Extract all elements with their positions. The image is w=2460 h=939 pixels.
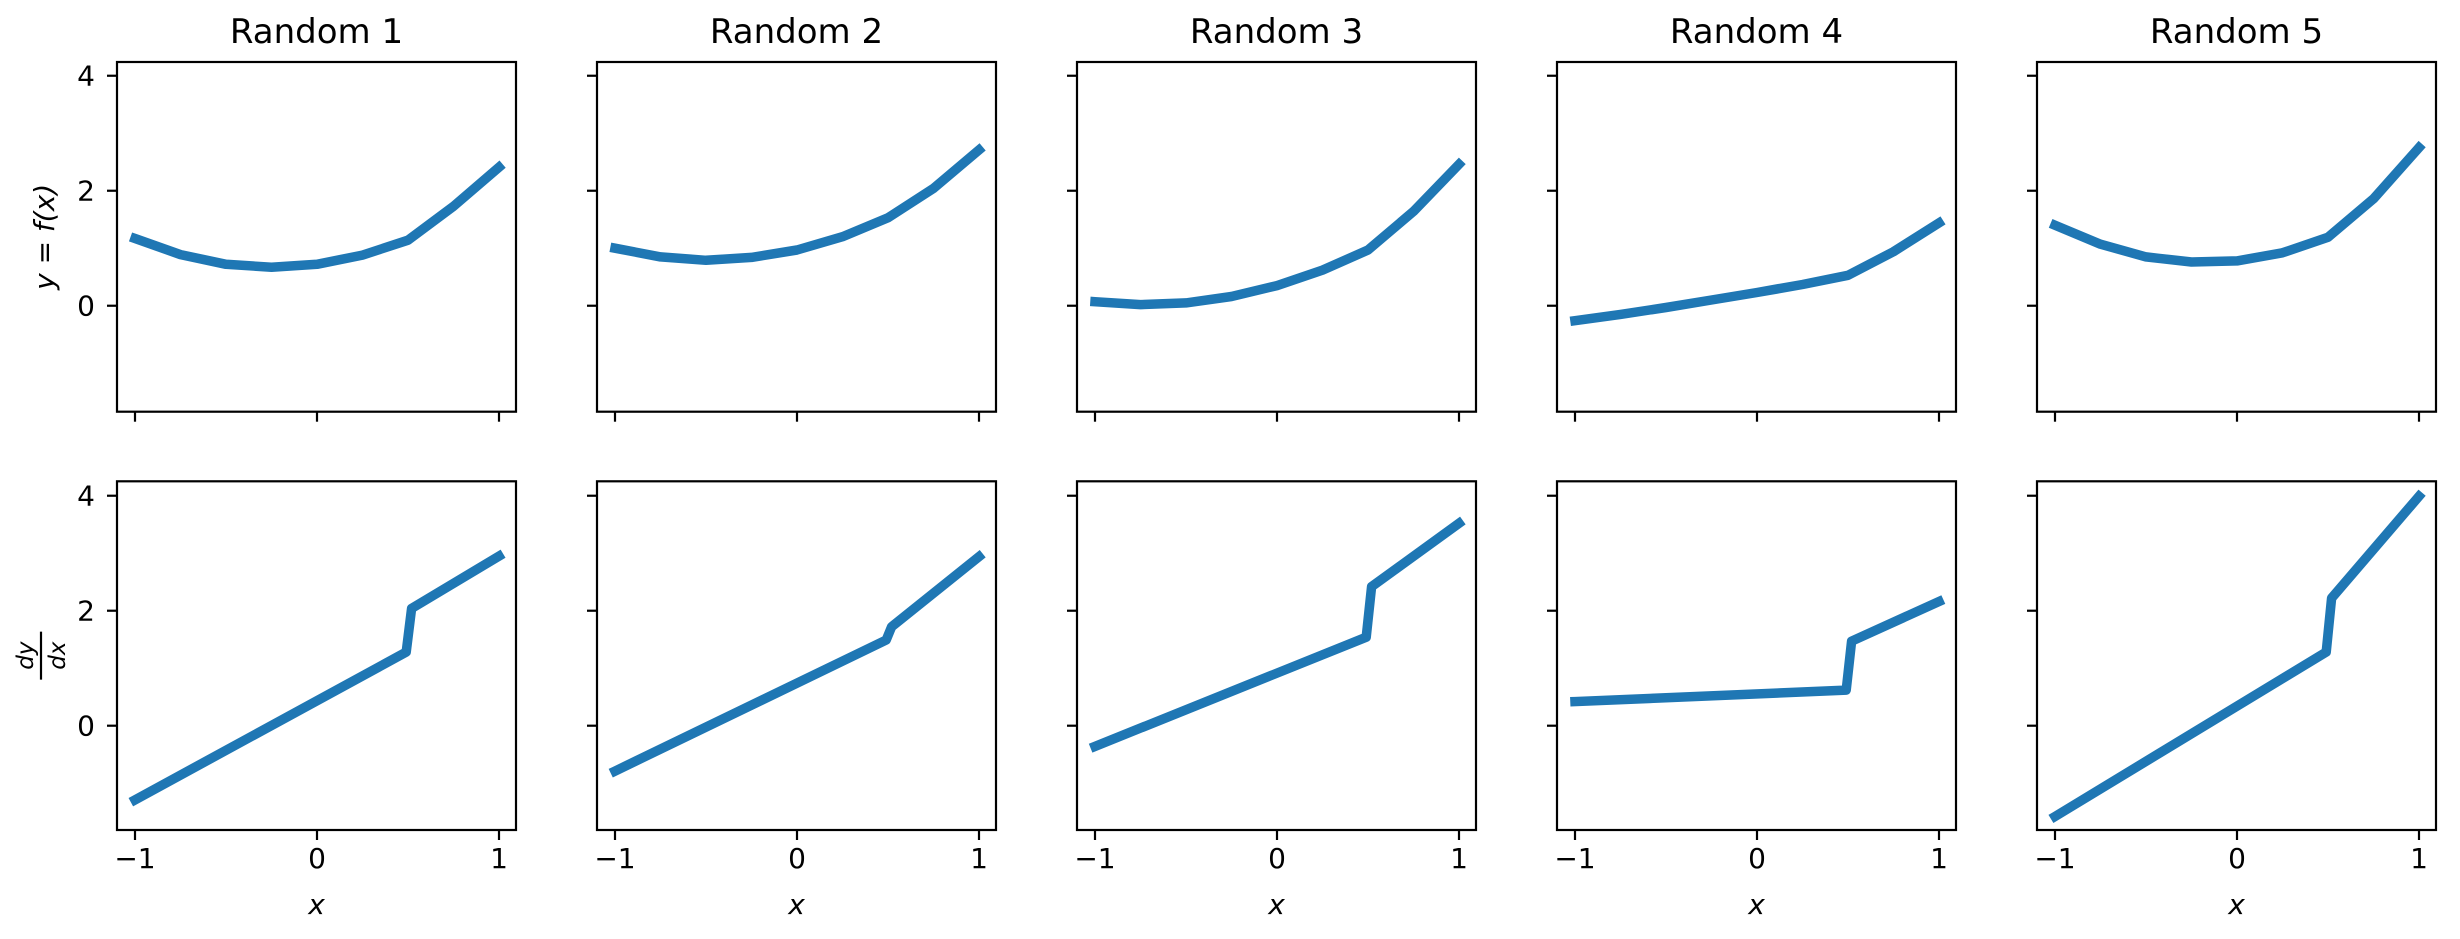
x-tick-label: −1 xyxy=(114,842,155,875)
curve-line xyxy=(608,550,986,778)
y-tick-label: 4 xyxy=(77,480,95,513)
plot-frame xyxy=(2035,480,2438,832)
x-tick-label: 1 xyxy=(1450,842,1468,875)
plot-frame xyxy=(2035,60,2438,413)
subplot-r0c1: Random 2 xyxy=(587,12,998,422)
plot-frame xyxy=(1555,60,1958,413)
y-tick-label: 4 xyxy=(77,60,95,93)
plot-frame xyxy=(1075,480,1478,832)
subplot-title: Random 3 xyxy=(1190,12,1363,52)
y-tick-label: 2 xyxy=(77,595,95,628)
plot-frame xyxy=(115,60,518,413)
x-tick-label: −1 xyxy=(1074,842,1115,875)
x-tick-label: 1 xyxy=(2410,842,2428,875)
x-axis-label: x xyxy=(1747,888,1765,921)
curve-line xyxy=(2048,140,2426,267)
subplot-title: Random 1 xyxy=(230,12,403,52)
x-tick-label: 0 xyxy=(2228,842,2246,875)
x-axis-label: x xyxy=(307,888,325,921)
subplot-r0c3: Random 4 xyxy=(1547,12,1958,422)
dy-dx-numerator: dy xyxy=(13,641,39,670)
plot-frame xyxy=(1075,60,1478,413)
dy-dx-denominator: dx xyxy=(45,641,71,670)
curve-line xyxy=(1089,157,1466,310)
subplot-r1c0: −1 0 1 0 2 4 x dy dx xyxy=(13,480,518,921)
subplot-r0c2: Random 3 xyxy=(1067,12,1478,422)
y-tick-label: 0 xyxy=(77,710,95,743)
plot-frame xyxy=(595,480,998,832)
subplot-r1c2: −1 0 1 x xyxy=(1067,480,1478,921)
subplot-r1c4: −1 0 1 x xyxy=(2027,480,2438,921)
curve-line xyxy=(128,549,506,807)
subplot-title: Random 5 xyxy=(2150,12,2323,52)
x-axis-label: x xyxy=(2227,888,2245,921)
x-tick-label: 0 xyxy=(1268,842,1286,875)
plot-frame xyxy=(595,60,998,413)
subplot-title: Random 2 xyxy=(710,12,883,52)
y-tick-label: 0 xyxy=(77,290,95,323)
x-tick-label: −1 xyxy=(2034,842,2075,875)
curve-line xyxy=(2048,489,2426,824)
x-tick-label: 1 xyxy=(490,842,508,875)
x-tick-label: 0 xyxy=(788,842,806,875)
curve-line xyxy=(609,143,986,266)
y-tick-label: 2 xyxy=(77,175,95,208)
x-tick-label: 0 xyxy=(1748,842,1766,875)
x-axis-label: x xyxy=(1267,888,1285,921)
dy-dx-label-group: dy dx xyxy=(13,631,71,680)
curve-line xyxy=(1570,595,1946,707)
x-axis-label: x xyxy=(787,888,805,921)
x-tick-label: 1 xyxy=(970,842,988,875)
subplot-r1c3: −1 0 1 x xyxy=(1547,480,1958,921)
curve-line xyxy=(1088,516,1466,753)
curve-line xyxy=(128,160,506,272)
x-tick-label: −1 xyxy=(1554,842,1595,875)
curve-line xyxy=(1569,216,1946,327)
y-axis-label: y = f(x) xyxy=(28,184,61,291)
subplot-r0c4: Random 5 xyxy=(2027,12,2438,422)
x-tick-label: 0 xyxy=(308,842,326,875)
x-tick-label: −1 xyxy=(594,842,635,875)
subplot-title: Random 4 xyxy=(1670,12,1843,52)
subplot-r1c1: −1 0 1 x xyxy=(587,480,998,921)
subplot-r0c0: 0 2 4 Random 1 y = f(x) xyxy=(28,12,518,422)
plot-frame xyxy=(1555,480,1958,832)
x-tick-label: 1 xyxy=(1930,842,1948,875)
y-axis-label-group: y = f(x) xyxy=(28,184,61,291)
